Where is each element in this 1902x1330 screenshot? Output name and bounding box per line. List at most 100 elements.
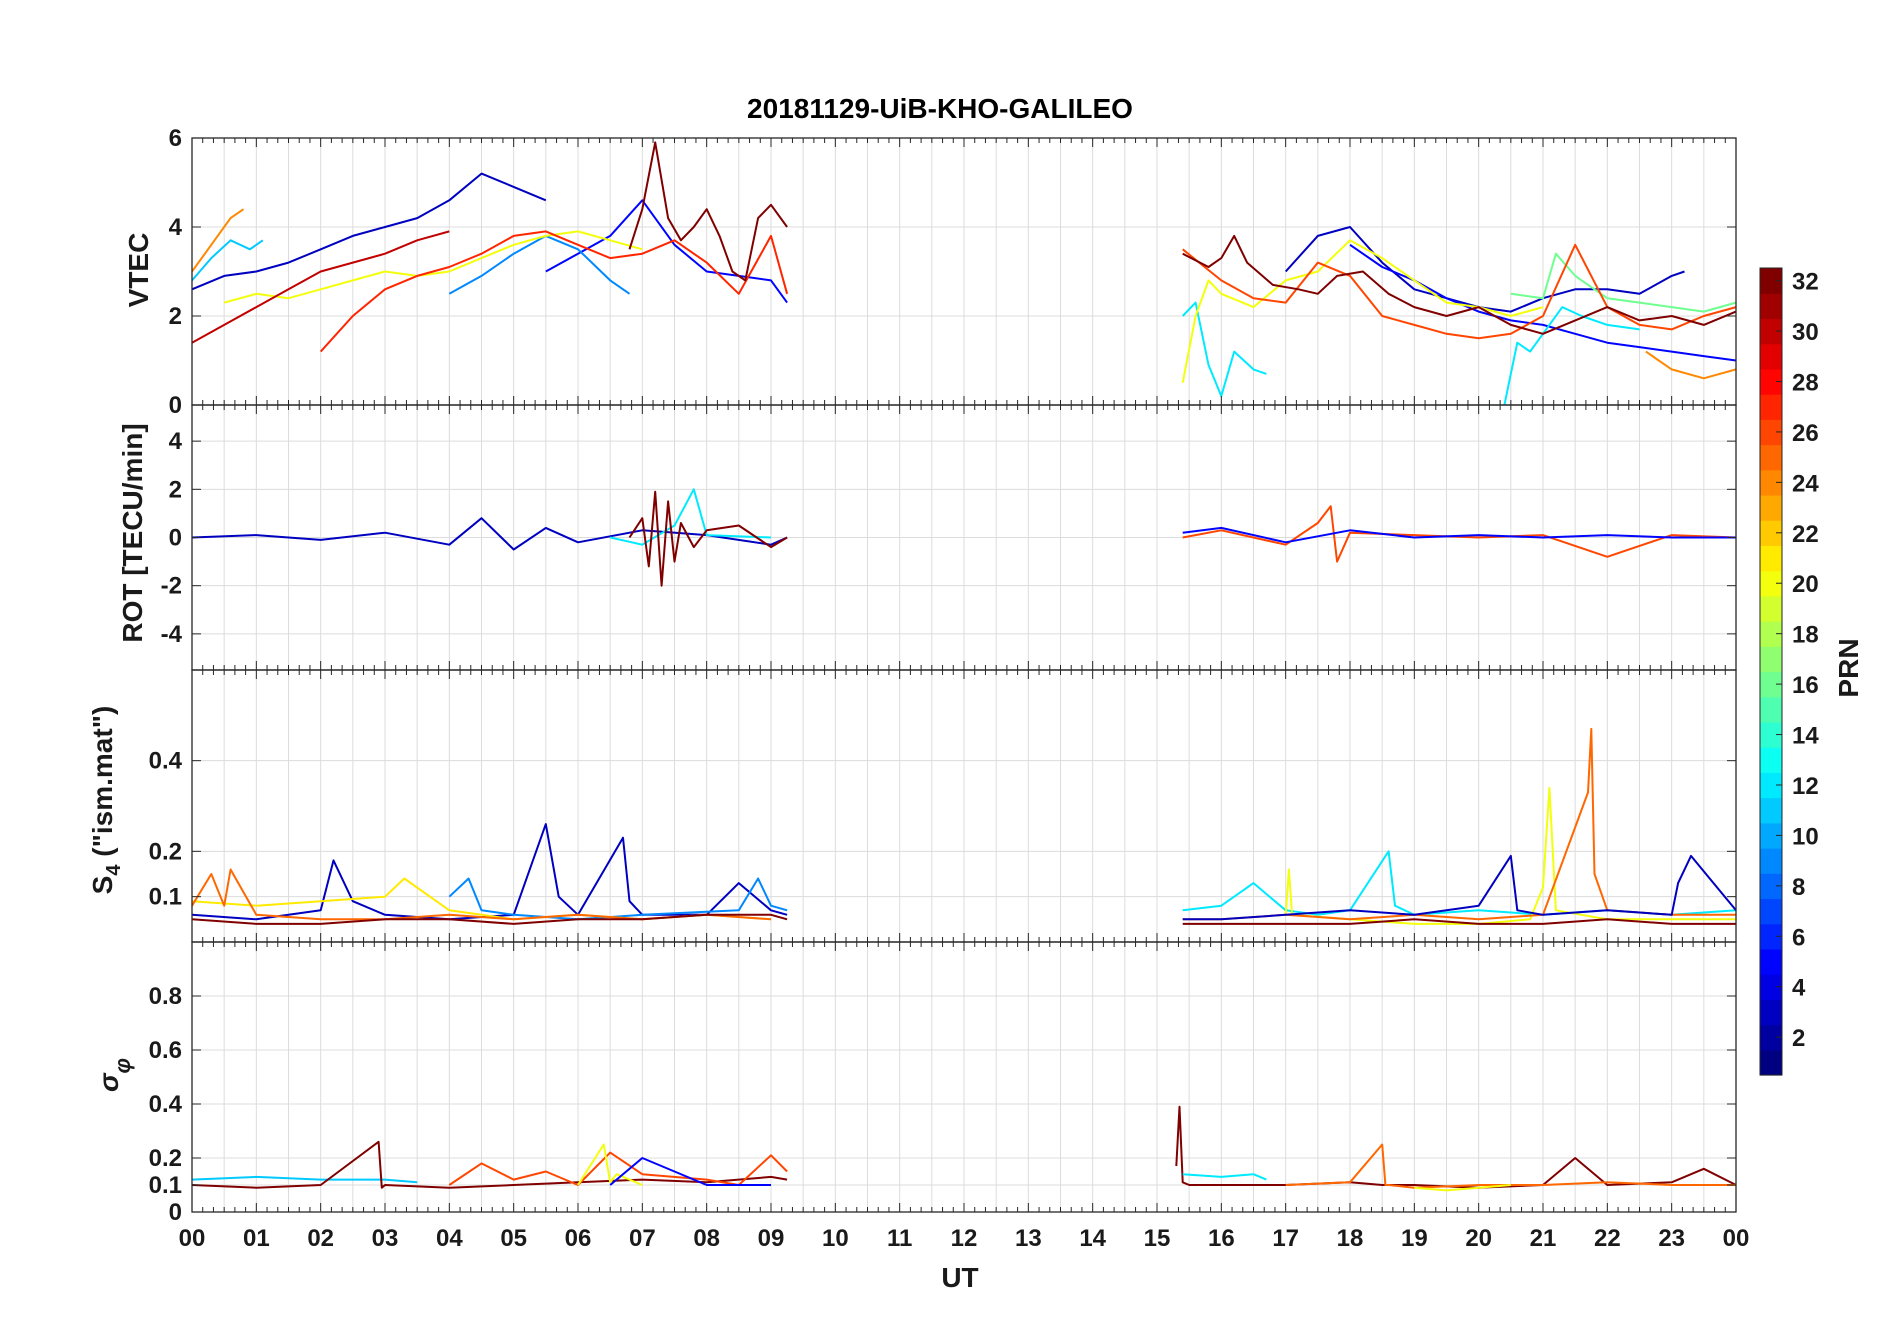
s4-ylabel-rest: ("ism.mat") <box>87 706 118 865</box>
s4-series-prn-3 <box>1182 854 1737 921</box>
vtec-series-prn-27 <box>319 230 789 353</box>
xtick-label: 18 <box>1337 1225 1364 1252</box>
s4-ytick-label: 0.4 <box>149 748 183 775</box>
colorbar-tick-label: 14 <box>1792 723 1819 750</box>
colorbar-segment <box>1760 1049 1782 1076</box>
colorbar-segment <box>1760 444 1782 471</box>
sigma_phi-series-prn-11 <box>191 1175 418 1184</box>
sigma-ylabel-main: σ <box>93 1072 124 1092</box>
sigma_phi-panel: 00.10.2 0.4 0.6 0.8 00 01 02 03 04 05 06 07 08 09 10 11… <box>149 941 1750 1252</box>
rot-ytick-label: 4 <box>169 428 183 455</box>
colorbar-segment <box>1760 999 1782 1026</box>
colorbar-segment <box>1760 419 1782 446</box>
colorbar-segment <box>1760 822 1782 849</box>
vtec-ytick-label: 4 <box>169 214 183 241</box>
sigma-ylabel-sub: φ <box>110 1058 135 1073</box>
colorbar-segment <box>1760 671 1782 698</box>
vtec-panel: 0 2 4 6 <box>169 125 1737 419</box>
xtick-label: 17 <box>1272 1225 1299 1252</box>
s4-ylabel: S4 ("ism.mat") <box>87 706 125 895</box>
colorbar-tick-label: 26 <box>1792 420 1819 447</box>
xtick-label: 00 <box>1723 1225 1750 1252</box>
colorbar-segment <box>1760 621 1782 647</box>
colorbar-label: PRN <box>1833 638 1864 697</box>
vtec-series-prn-5 <box>545 199 788 304</box>
xtick-label: 14 <box>1079 1225 1106 1252</box>
colorbar-tick-label: 18 <box>1792 622 1819 649</box>
colorbar-segment <box>1760 974 1782 1000</box>
sigma_phi-series-prn-26 <box>448 1151 788 1186</box>
sigma-ylabel: σφ <box>93 1058 135 1092</box>
xtick-label: 12 <box>951 1225 978 1252</box>
sigma_phi-series-prn-12 <box>1182 1173 1267 1181</box>
xtick-label: 06 <box>565 1225 592 1252</box>
rot-series-prn-26 <box>1182 505 1737 563</box>
vtec-series-prn-32 <box>1182 234 1737 335</box>
vtec-ytick-label: 0 <box>169 392 182 419</box>
colorbar-segment <box>1760 494 1782 521</box>
xtick-label: 02 <box>307 1225 334 1252</box>
xtick-label: 16 <box>1208 1225 1235 1252</box>
vtec-series-prn-30 <box>191 230 450 344</box>
xtick-label: 13 <box>1015 1225 1042 1252</box>
colorbar-segment <box>1760 545 1782 572</box>
sigma_phi-ytick-label: 0.2 <box>149 1145 182 1172</box>
xtick-label: 01 <box>243 1225 270 1252</box>
colorbar-segment <box>1760 898 1782 925</box>
vtec-series-prn-12 <box>1503 306 1640 406</box>
colorbar-segment <box>1760 318 1782 345</box>
xtick-label: 05 <box>500 1225 527 1252</box>
colorbar-tick-label: 32 <box>1792 269 1819 296</box>
s4-ylabel-main: S <box>87 876 118 895</box>
colorbar-tick-label: 30 <box>1792 319 1819 346</box>
colorbar-segment <box>1760 293 1782 320</box>
s4-series-prn-32 <box>191 913 788 925</box>
s4-ytick-label: 0.2 <box>149 838 182 865</box>
vtec-series-prn-3 <box>191 172 547 291</box>
s4-series-prn-12 <box>1182 850 1737 916</box>
colorbar-segment <box>1760 595 1782 622</box>
s4-series-prn-3 <box>191 823 788 921</box>
vtec-series-prn-24 <box>191 208 245 273</box>
rot-series-prn-5 <box>1182 526 1736 544</box>
colorbar-frame <box>1759 267 1783 1076</box>
s4-panel: 0.1 0.2 0.4 <box>149 669 1737 943</box>
colorbar-tick-label: 28 <box>1792 369 1819 396</box>
xtick-label: 04 <box>436 1225 463 1252</box>
colorbar-segment <box>1760 772 1782 799</box>
rot-ylabel: ROT [TECU/min] <box>117 423 148 642</box>
sigma_phi-ytick-label: 0 <box>169 1199 182 1226</box>
colorbar-segment <box>1760 646 1782 673</box>
colorbar-segment <box>1760 696 1782 723</box>
sigma_phi-series-prn-5 <box>609 1157 771 1186</box>
xtick-label: 15 <box>1144 1225 1171 1252</box>
x-axis-label: UT <box>941 1262 978 1293</box>
vtec-series-prn-32 <box>628 141 788 282</box>
colorbar-segment <box>1760 948 1782 975</box>
colorbar-tick-label: 8 <box>1792 874 1805 901</box>
colorbar-tick-label: 2 <box>1792 1025 1805 1052</box>
colorbar-segment <box>1760 747 1782 773</box>
xtick-label: 19 <box>1401 1225 1428 1252</box>
rot-ytick-label: 2 <box>169 476 182 503</box>
rot-ytick-label: -4 <box>161 621 183 648</box>
colorbar-segment <box>1760 797 1782 824</box>
rot-series-prn-3 <box>191 517 788 551</box>
s4-ylabel-sub: 4 <box>103 864 125 876</box>
vtec-series-prn-16 <box>1510 252 1737 313</box>
rot-ytick-label: -2 <box>161 573 182 600</box>
xtick-label: 09 <box>758 1225 785 1252</box>
xtick-label: 21 <box>1530 1225 1557 1252</box>
colorbar-tick-label: 20 <box>1792 571 1819 598</box>
vtec-series-prn-11 <box>191 239 264 282</box>
rot-ytick-label: 0 <box>169 525 182 552</box>
colorbar-segment <box>1760 469 1782 496</box>
vtec-series-prn-26 <box>1182 243 1737 340</box>
colorbar-tick-label: 12 <box>1792 773 1819 800</box>
colorbar-tick-label: 24 <box>1792 470 1819 497</box>
sigma_phi-ytick-label: 0.1 <box>149 1172 182 1199</box>
xtick-label: 23 <box>1658 1225 1685 1252</box>
